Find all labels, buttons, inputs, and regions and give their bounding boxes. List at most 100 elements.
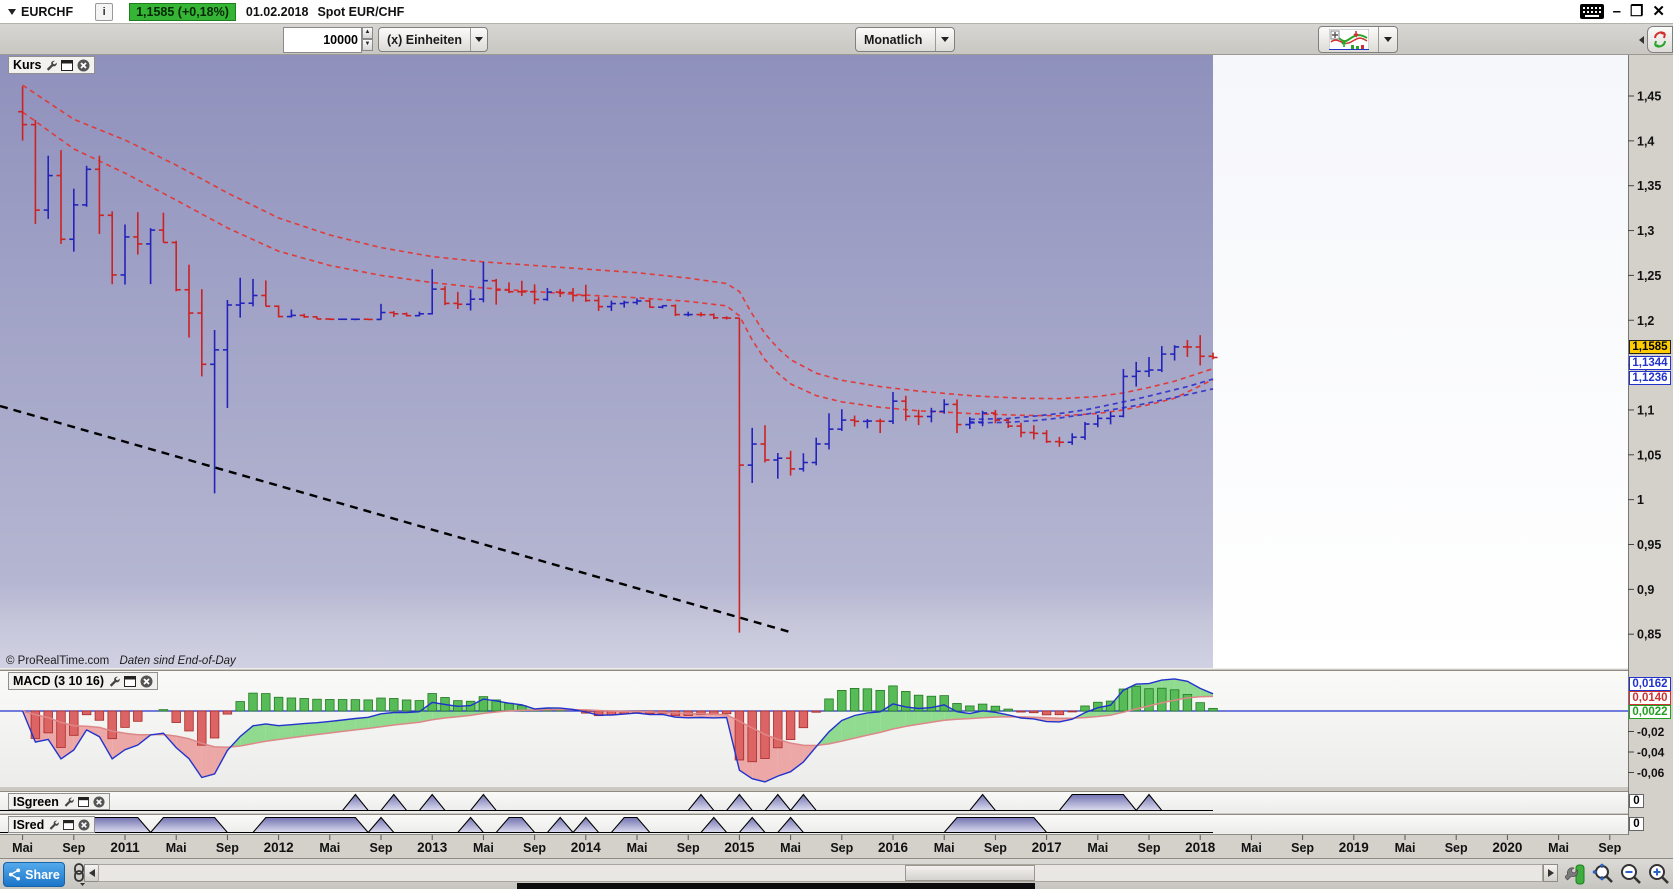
chevron-down-icon: [1378, 27, 1397, 52]
zoom-fit-icon[interactable]: [1590, 862, 1615, 887]
wrench-icon[interactable]: [45, 59, 58, 71]
zoom-in-icon[interactable]: [1646, 862, 1671, 887]
quantity-input[interactable]: [283, 27, 362, 53]
title-bar: EURCHF i 1,1585 (+0,18%) 01.02.2018 Spot…: [0, 0, 1673, 24]
spot-label: Spot EUR/CHF: [317, 4, 405, 19]
symbol-title: EURCHF: [21, 4, 74, 19]
svg-text:Sep: Sep: [1598, 841, 1621, 855]
svg-text:1,4: 1,4: [1637, 134, 1654, 148]
svg-text:Sep: Sep: [1445, 841, 1468, 855]
svg-text:Sep: Sep: [370, 841, 393, 855]
svg-text:2019: 2019: [1339, 840, 1369, 855]
svg-text:Mai: Mai: [780, 841, 801, 855]
window-icon[interactable]: [63, 819, 75, 830]
svg-text:Sep: Sep: [62, 841, 85, 855]
timeframe-select-label: Monatlich: [864, 32, 923, 47]
copyright-line: © ProRealTime.com Daten sind End-of-Day: [6, 655, 236, 667]
svg-text:Mai: Mai: [934, 841, 955, 855]
scrollbar-thumb[interactable]: [905, 865, 1035, 881]
copyright-site: © ProRealTime.com: [6, 655, 110, 667]
refresh-icon: [1651, 29, 1669, 50]
svg-text:1,45: 1,45: [1637, 90, 1661, 104]
collapse-left-icon[interactable]: [1639, 36, 1644, 44]
ma-price-badge: 1,1236: [1629, 371, 1671, 385]
histogram-value-badge: 0,0022: [1629, 705, 1671, 719]
svg-text:-0,04: -0,04: [1637, 746, 1665, 760]
svg-text:2012: 2012: [264, 840, 294, 855]
unit-select-label: (x) Einheiten: [387, 32, 463, 47]
svg-text:Sep: Sep: [523, 841, 546, 855]
isgreen-zero-badge: 0: [1629, 794, 1644, 808]
quote-date: 01.02.2018: [245, 4, 309, 19]
close-button[interactable]: ✕: [1652, 3, 1665, 20]
quote-badge: 1,1585 (+0,18%): [129, 2, 236, 21]
chart-type-icon: [1319, 29, 1378, 50]
maximize-button[interactable]: ❐: [1629, 3, 1644, 20]
quantity-stepper[interactable]: ▲ ▼: [283, 27, 373, 53]
zoom-out-icon[interactable]: [1618, 862, 1643, 887]
last-price-badge: 1,1585: [1629, 340, 1671, 354]
macd-panel-tab: MACD (3 10 16): [8, 672, 158, 690]
close-icon[interactable]: [77, 59, 90, 72]
macd-value-badge: 0,0162: [1629, 677, 1671, 691]
quantity-up-icon[interactable]: ▲: [362, 27, 373, 39]
chart-type-button[interactable]: [1318, 26, 1398, 53]
price-panel-label: Kurs: [13, 58, 42, 72]
svg-text:Mai: Mai: [166, 841, 187, 855]
minimize-button[interactable]: –: [1612, 3, 1621, 20]
price-bars: [18, 86, 1218, 633]
close-icon[interactable]: [78, 818, 90, 831]
scroll-left-button[interactable]: [84, 864, 99, 882]
svg-text:Sep: Sep: [1291, 841, 1314, 855]
info-button[interactable]: i: [95, 2, 114, 21]
wrench-icon[interactable]: [48, 819, 60, 830]
refresh-button[interactable]: [1647, 26, 1673, 53]
isgreen-panel-label: ISgreen: [13, 794, 59, 809]
svg-text:0,95: 0,95: [1637, 538, 1661, 552]
isred-panel-tab: ISred: [8, 816, 96, 833]
link-tool-icon[interactable]: [66, 862, 91, 887]
svg-text:Sep: Sep: [984, 841, 1007, 855]
keyboard-icon[interactable]: [1579, 4, 1604, 19]
svg-text:Sep: Sep: [216, 841, 239, 855]
symbol-dropdown-caret-icon[interactable]: [8, 8, 16, 15]
svg-text:2013: 2013: [417, 840, 448, 855]
macd-panel-label: MACD (3 10 16): [13, 674, 104, 688]
ma-price-badge: 1,1344: [1629, 356, 1671, 370]
svg-text:Mai: Mai: [473, 841, 494, 855]
svg-text:2018: 2018: [1185, 840, 1216, 855]
svg-text:2017: 2017: [1032, 840, 1062, 855]
close-icon[interactable]: [140, 675, 153, 688]
close-icon[interactable]: [93, 795, 105, 808]
chart-settings-icon[interactable]: [1563, 862, 1588, 887]
svg-text:0,85: 0,85: [1637, 628, 1661, 642]
svg-text:1,2: 1,2: [1637, 314, 1654, 328]
wrench-icon[interactable]: [108, 675, 120, 687]
window-icon[interactable]: [124, 675, 136, 687]
window-icon[interactable]: [61, 59, 74, 71]
wrench-icon[interactable]: [63, 796, 74, 807]
horizontal-scrollbar[interactable]: [98, 864, 1543, 882]
signal-value-badge: 0,0140: [1629, 691, 1671, 705]
chevron-down-icon: [935, 28, 954, 51]
scroll-right-button[interactable]: [1543, 864, 1558, 882]
price-panel-tab: Kurs: [8, 56, 96, 74]
svg-text:Mai: Mai: [12, 841, 33, 855]
svg-text:Mai: Mai: [1087, 841, 1108, 855]
data-note: Daten sind End-of-Day: [119, 655, 236, 667]
svg-text:2016: 2016: [878, 840, 909, 855]
svg-text:2020: 2020: [1492, 840, 1522, 855]
svg-text:Mai: Mai: [1241, 841, 1262, 855]
timeframe-select[interactable]: Monatlich: [855, 27, 955, 52]
window-bottom-edge: [517, 883, 1035, 889]
window-icon[interactable]: [77, 796, 89, 807]
quantity-down-icon[interactable]: ▼: [362, 39, 373, 51]
svg-text:1,3: 1,3: [1637, 224, 1654, 238]
share-icon: [8, 868, 21, 881]
svg-text:-0,06: -0,06: [1637, 766, 1665, 780]
share-button[interactable]: Share: [3, 862, 65, 887]
svg-text:1,05: 1,05: [1637, 448, 1661, 462]
unit-select[interactable]: (x) Einheiten: [378, 27, 488, 52]
